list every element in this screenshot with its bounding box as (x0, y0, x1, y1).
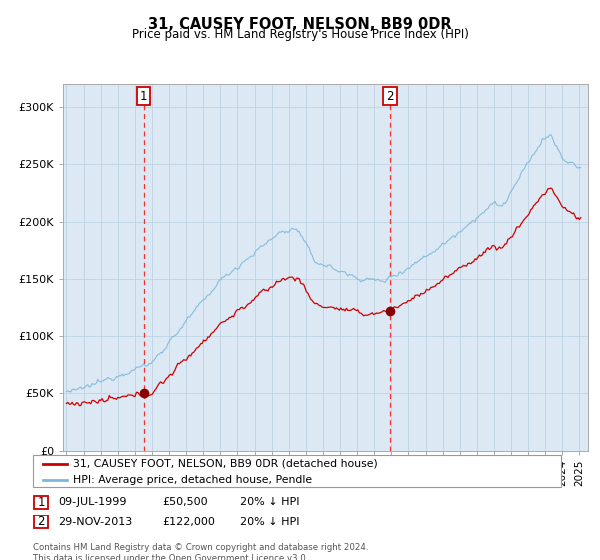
Text: 09-JUL-1999: 09-JUL-1999 (58, 497, 127, 507)
Text: 1: 1 (37, 496, 45, 509)
Text: 20% ↓ HPI: 20% ↓ HPI (240, 497, 299, 507)
Text: 29-NOV-2013: 29-NOV-2013 (58, 517, 133, 527)
FancyBboxPatch shape (34, 515, 49, 529)
FancyBboxPatch shape (34, 496, 49, 509)
FancyBboxPatch shape (33, 455, 561, 487)
Text: 2: 2 (37, 515, 45, 529)
Text: 20% ↓ HPI: 20% ↓ HPI (240, 517, 299, 527)
Text: 2: 2 (386, 90, 394, 102)
Text: 31, CAUSEY FOOT, NELSON, BB9 0DR (detached house): 31, CAUSEY FOOT, NELSON, BB9 0DR (detach… (73, 459, 377, 469)
Text: Contains HM Land Registry data © Crown copyright and database right 2024.
This d: Contains HM Land Registry data © Crown c… (33, 543, 368, 560)
Text: 1: 1 (140, 90, 148, 102)
Text: Price paid vs. HM Land Registry's House Price Index (HPI): Price paid vs. HM Land Registry's House … (131, 28, 469, 41)
Text: £50,500: £50,500 (162, 497, 208, 507)
Text: HPI: Average price, detached house, Pendle: HPI: Average price, detached house, Pend… (73, 475, 312, 485)
Text: 31, CAUSEY FOOT, NELSON, BB9 0DR: 31, CAUSEY FOOT, NELSON, BB9 0DR (148, 17, 452, 32)
Text: £122,000: £122,000 (162, 517, 215, 527)
